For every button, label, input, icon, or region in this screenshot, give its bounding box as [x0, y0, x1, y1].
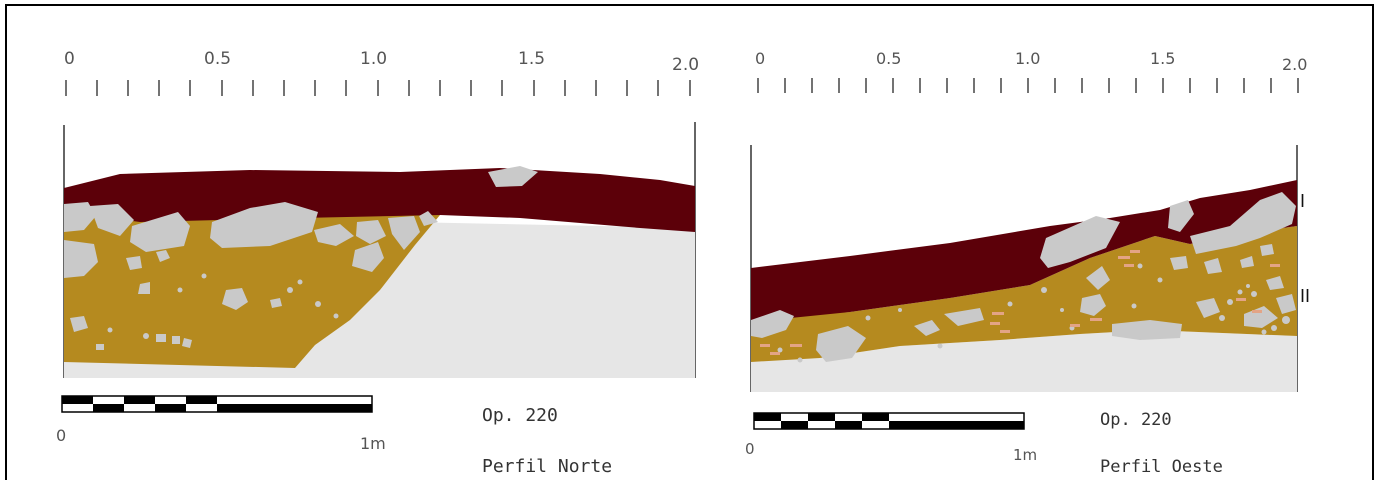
north-ruler: 0 0.5 1.0 1.5 2.0	[64, 49, 699, 96]
west-ruler-label-3: 1.5	[1150, 49, 1175, 68]
north-ruler-label-0: 0	[64, 49, 75, 69]
west-subsoil	[751, 330, 1297, 392]
north-operation-label: Op. 220	[482, 405, 558, 426]
west-ruler-ticks	[757, 78, 1299, 93]
north-scale-checker	[62, 396, 372, 412]
west-scale-end: 1m	[1013, 446, 1037, 464]
west-ruler-label-0: 0	[755, 49, 765, 68]
north-profile-label: Perfil Norte	[482, 456, 612, 477]
north-profile: 0 0.5 1.0 1.5 2.0	[56, 49, 699, 477]
north-layer-I	[64, 168, 695, 232]
west-scale-start: 0	[745, 440, 755, 458]
north-layer-II	[64, 212, 440, 368]
west-ruler-label-4: 2.0	[1282, 55, 1307, 74]
west-ruler: 0 0.5 1.0 1.5 2.0	[755, 49, 1307, 93]
west-layer-label-I: I	[1300, 191, 1305, 211]
north-section	[63, 122, 696, 378]
north-ruler-label-1: 0.5	[204, 49, 231, 69]
west-profile: 0 0.5 1.0 1.5 2.0	[745, 49, 1310, 477]
figure-border	[5, 4, 1374, 480]
west-section: I II	[750, 145, 1310, 392]
west-ruler-label-1: 0.5	[876, 49, 901, 68]
west-layer-label-II: II	[1300, 286, 1310, 306]
west-brick-fragments	[760, 250, 1280, 355]
north-ruler-ticks	[65, 80, 691, 96]
north-stones	[64, 166, 538, 350]
west-profile-label: Perfil Oeste	[1100, 457, 1223, 477]
west-operation-label: Op. 220	[1100, 410, 1172, 430]
north-ruler-label-4: 2.0	[672, 55, 699, 75]
north-ruler-label-2: 1.0	[360, 49, 387, 69]
west-layer-I	[751, 180, 1297, 322]
west-scale-bar: 0 1m	[745, 412, 1037, 464]
north-scale-end: 1m	[360, 434, 386, 453]
north-scale-bar: 0 1m	[56, 395, 386, 453]
north-ruler-label-3: 1.5	[518, 49, 545, 69]
west-scale-checker	[754, 413, 1024, 429]
west-ruler-label-2: 1.0	[1015, 49, 1040, 68]
north-scale-start: 0	[56, 426, 66, 445]
